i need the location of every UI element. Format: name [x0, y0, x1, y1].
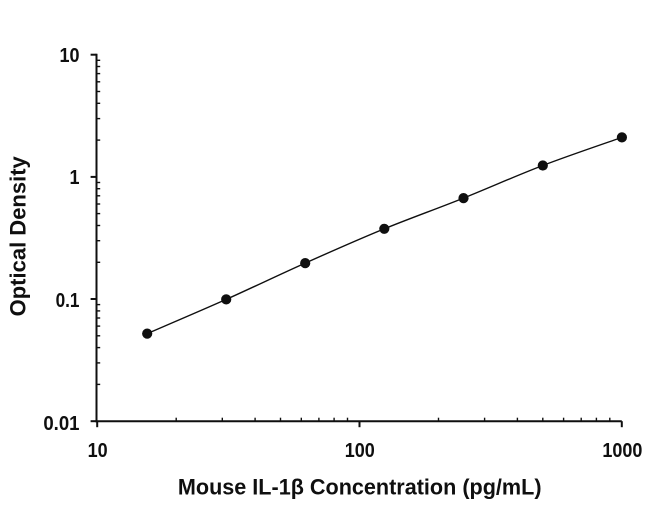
svg-text:0.1: 0.1 [56, 289, 80, 312]
svg-text:Mouse IL-1β Concentration (pg/: Mouse IL-1β Concentration (pg/mL) [178, 474, 542, 499]
svg-text:1: 1 [69, 167, 79, 189]
svg-text:0.01: 0.01 [43, 413, 79, 435]
svg-text:10: 10 [59, 45, 79, 67]
svg-text:Optical Density: Optical Density [5, 155, 30, 316]
svg-text:100: 100 [345, 440, 375, 462]
svg-text:10: 10 [88, 440, 108, 462]
svg-text:1000: 1000 [602, 440, 642, 462]
